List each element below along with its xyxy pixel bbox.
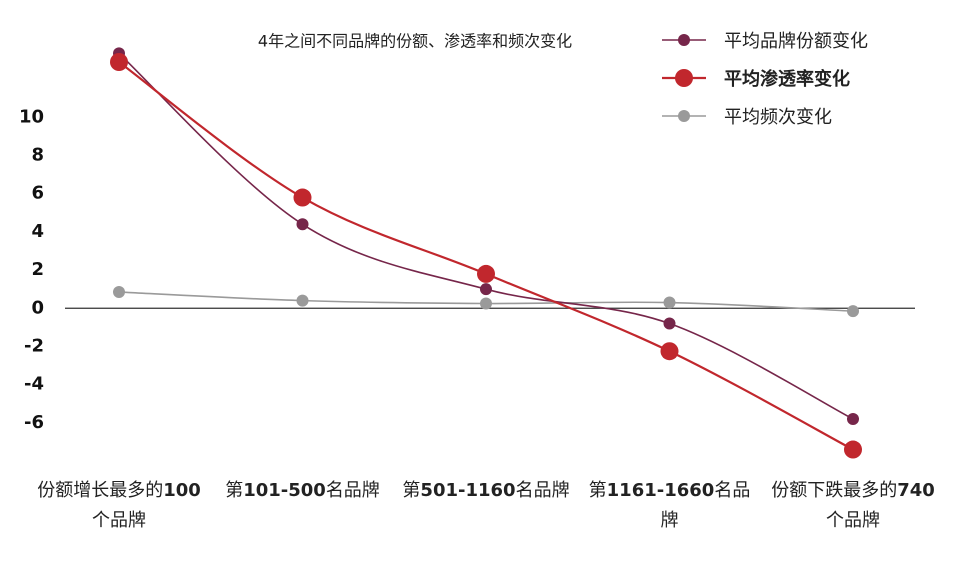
data-point bbox=[847, 305, 859, 318]
y-tick-label: -4 bbox=[24, 374, 44, 395]
legend-marker bbox=[678, 110, 690, 122]
data-point bbox=[296, 294, 309, 307]
y-tick-label: 6 bbox=[31, 183, 44, 204]
data-point bbox=[844, 440, 862, 459]
data-point bbox=[480, 297, 492, 310]
legend-marker bbox=[678, 34, 690, 46]
legend-label: 平均品牌份额变化 bbox=[724, 31, 868, 52]
y-tick-label: 2 bbox=[31, 259, 44, 280]
data-point bbox=[847, 413, 859, 425]
legend-label: 平均频次变化 bbox=[724, 107, 832, 128]
data-point bbox=[293, 188, 312, 207]
data-point bbox=[660, 342, 679, 361]
legend-marker bbox=[675, 69, 693, 87]
data-point bbox=[663, 296, 676, 309]
y-tick-label: 8 bbox=[31, 145, 44, 166]
y-tick-label: -2 bbox=[24, 335, 44, 356]
data-point bbox=[477, 264, 495, 283]
data-point bbox=[480, 283, 492, 296]
data-point bbox=[113, 286, 125, 299]
x-tick-label: 第1161-1660名品牌 bbox=[588, 480, 751, 531]
y-tick-label: 0 bbox=[31, 297, 44, 318]
y-tick-label: 10 bbox=[19, 106, 44, 127]
x-tick-label: 份额下跌最多的740个品牌 bbox=[771, 480, 935, 531]
legend-label: 平均渗透率变化 bbox=[724, 68, 850, 90]
chart-title: 4年之间不同品牌的份额、渗透率和频次变化 bbox=[258, 32, 572, 51]
x-tick-label: 第101-500名品牌 bbox=[225, 480, 380, 501]
data-point bbox=[110, 53, 128, 71]
x-tick-label: 份额增长最多的100个品牌 bbox=[37, 480, 201, 531]
y-tick-label: 4 bbox=[31, 221, 44, 242]
y-tick-label: -6 bbox=[24, 412, 44, 433]
data-point bbox=[296, 218, 309, 231]
data-point bbox=[663, 317, 676, 330]
x-tick-label: 第501-1160名品牌 bbox=[402, 480, 570, 501]
